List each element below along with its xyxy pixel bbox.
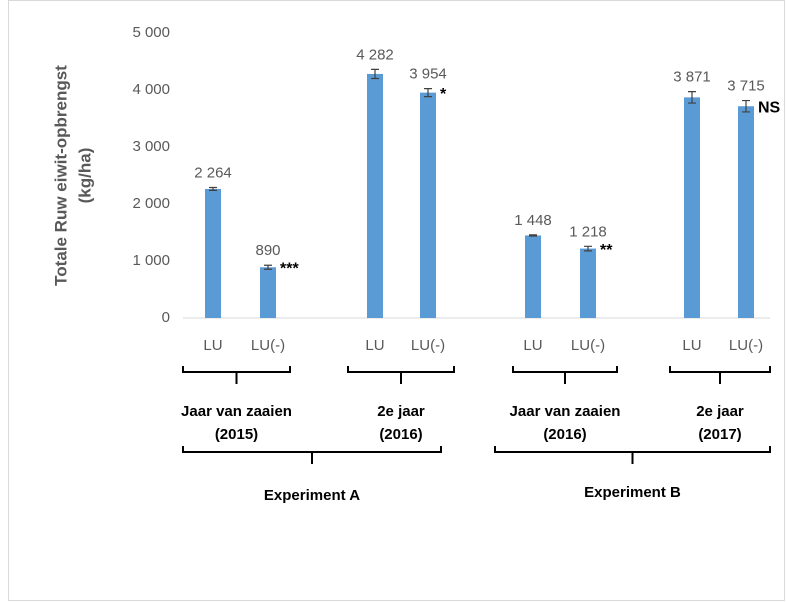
brace (347, 366, 455, 384)
brace (182, 366, 291, 384)
y-axis-label: (kg/ha) (75, 148, 94, 204)
y-tick-label: 4 000 (132, 81, 170, 98)
significance: ** (600, 242, 613, 259)
data-label: 1 448 (514, 212, 552, 229)
bar (367, 73, 383, 319)
brace (512, 366, 618, 384)
error-bar (742, 99, 750, 113)
x-tick-label: LU (365, 337, 384, 354)
frame (8, 0, 785, 601)
x-tick-label: LU (682, 337, 701, 354)
y-tick-label: 1 000 (132, 252, 170, 269)
bar (684, 97, 700, 318)
y-tick-label: 3 000 (132, 138, 170, 155)
data-label: 2 264 (194, 164, 232, 181)
y-tick-label: 0 (162, 309, 170, 326)
error-bar (264, 264, 272, 270)
data-label: 1 218 (569, 223, 607, 240)
significance: NS (758, 99, 781, 116)
data-label: 3 871 (673, 69, 711, 86)
experiment-label: Experiment B (584, 484, 681, 501)
group-label: Jaar van zaaien (181, 403, 292, 420)
error-bar (424, 88, 432, 98)
bar (525, 235, 541, 318)
brace (494, 446, 771, 464)
y-axis-label: Totale Ruw eiwit-opbrengst (51, 65, 70, 286)
group-label: 2e jaar (377, 403, 425, 420)
data-label: 890 (255, 242, 280, 259)
error-bar (688, 91, 696, 104)
x-tick-label: LU(-) (571, 337, 605, 354)
x-tick-label: LU (523, 337, 542, 354)
bar (205, 188, 221, 318)
data-label: 4 282 (356, 46, 394, 63)
bar (420, 92, 436, 318)
significance: *** (280, 260, 299, 277)
error-bar (584, 245, 592, 252)
data-label: 3 954 (409, 66, 447, 83)
x-tick-label: LU(-) (729, 337, 763, 354)
error-bar (209, 186, 217, 191)
brace (669, 366, 771, 384)
experiment-label: Experiment A (264, 487, 360, 504)
y-tick-label: 5 000 (132, 24, 170, 41)
group-label: (2016) (379, 426, 422, 443)
bar (738, 106, 754, 319)
error-bar (371, 68, 379, 80)
y-tick-label: 2 000 (132, 195, 170, 212)
x-tick-label: LU(-) (251, 337, 285, 354)
x-tick-label: LU (203, 337, 222, 354)
group-label: (2016) (543, 426, 586, 443)
error-bar (529, 234, 537, 237)
x-tick-label: LU(-) (411, 337, 445, 354)
bar (580, 248, 596, 318)
group-label: (2015) (215, 426, 258, 443)
data-label: 3 715 (727, 78, 765, 95)
significance: * (440, 86, 447, 103)
bar (260, 267, 276, 318)
group-label: 2e jaar (696, 403, 744, 420)
brace (182, 446, 442, 464)
group-label: Jaar van zaaien (510, 403, 621, 420)
group-label: (2017) (698, 426, 741, 443)
